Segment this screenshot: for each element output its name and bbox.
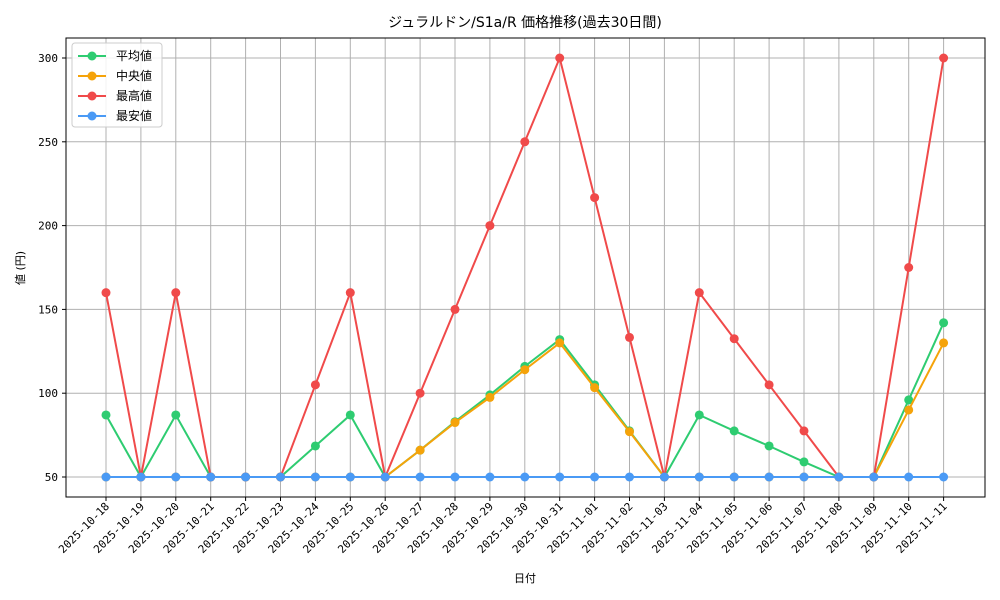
legend-label: 中央値 (116, 68, 152, 83)
data-point (520, 137, 530, 147)
data-point (625, 427, 634, 437)
data-point (590, 383, 600, 393)
data-point (485, 392, 495, 402)
data-point (415, 472, 425, 482)
data-point (904, 472, 914, 482)
data-point (380, 472, 390, 482)
data-point (310, 380, 320, 390)
data-point (101, 288, 111, 298)
data-point (590, 472, 600, 482)
data-point (729, 334, 739, 344)
data-point (764, 472, 774, 482)
grid-lines (66, 38, 985, 497)
legend-marker-icon (87, 111, 97, 121)
data-point (939, 472, 949, 482)
data-point (939, 318, 949, 328)
y-tick-label: 200 (38, 220, 58, 233)
legend-label: 最安値 (116, 108, 152, 123)
data-point (625, 472, 634, 482)
data-point (799, 472, 809, 482)
data-point (171, 288, 181, 298)
data-point (799, 426, 809, 436)
data-point (345, 288, 355, 298)
data-point (450, 418, 460, 428)
data-point (415, 388, 425, 398)
y-tick-label: 100 (38, 387, 58, 400)
data-point (939, 53, 949, 63)
data-point (171, 410, 181, 420)
data-point (555, 472, 565, 482)
data-point (485, 472, 495, 482)
data-point (485, 221, 495, 231)
plot-frame (65, 37, 986, 498)
y-tick-label: 50 (45, 471, 58, 484)
data-point (834, 472, 844, 482)
data-point (694, 472, 704, 482)
data-series (101, 53, 949, 482)
y-tick-label: 300 (38, 52, 58, 65)
data-point (345, 410, 355, 420)
data-point (799, 457, 809, 467)
data-point (904, 395, 914, 405)
data-point (694, 288, 704, 298)
data-point (590, 193, 600, 203)
legend-marker-icon (87, 51, 97, 61)
y-axis-ticks: 50 100 150 200 250 300 (38, 52, 66, 484)
data-point (625, 332, 634, 342)
data-point (729, 426, 739, 436)
x-axis-ticks: 2025-10-182025-10-192025-10-202025-10-21… (56, 497, 950, 556)
data-point (555, 53, 565, 63)
data-point (171, 472, 181, 482)
data-point (555, 338, 565, 348)
data-point (520, 472, 530, 482)
data-point (310, 441, 320, 451)
data-point (904, 263, 914, 272)
data-point (136, 472, 146, 482)
legend-label: 最高値 (116, 88, 152, 103)
data-point (450, 472, 460, 482)
data-point (904, 405, 914, 415)
series-3 (101, 472, 949, 482)
x-axis-label: 日付 (514, 572, 536, 585)
data-point (694, 410, 704, 420)
data-point (450, 304, 460, 314)
y-tick-label: 150 (38, 303, 58, 316)
data-point (764, 380, 774, 390)
data-point (345, 472, 355, 482)
y-tick-label: 250 (38, 136, 58, 149)
chart-title: ジュラルドン/S1a/R 価格推移(過去30日間) (388, 15, 662, 31)
legend-label: 平均値 (116, 48, 152, 63)
legend-marker-icon (87, 71, 97, 81)
data-point (729, 472, 739, 482)
y-axis-label: 値 (円) (14, 251, 27, 285)
data-point (206, 472, 216, 482)
legend-marker-icon (87, 91, 97, 101)
data-point (101, 410, 111, 420)
data-point (939, 338, 949, 348)
data-point (764, 441, 774, 451)
data-point (415, 445, 425, 455)
data-point (520, 365, 530, 375)
data-point (276, 472, 285, 482)
data-point (241, 472, 251, 482)
data-point (869, 472, 879, 482)
data-point (659, 472, 669, 482)
data-point (101, 472, 111, 482)
data-point (310, 472, 320, 482)
legend-box (71, 42, 163, 128)
